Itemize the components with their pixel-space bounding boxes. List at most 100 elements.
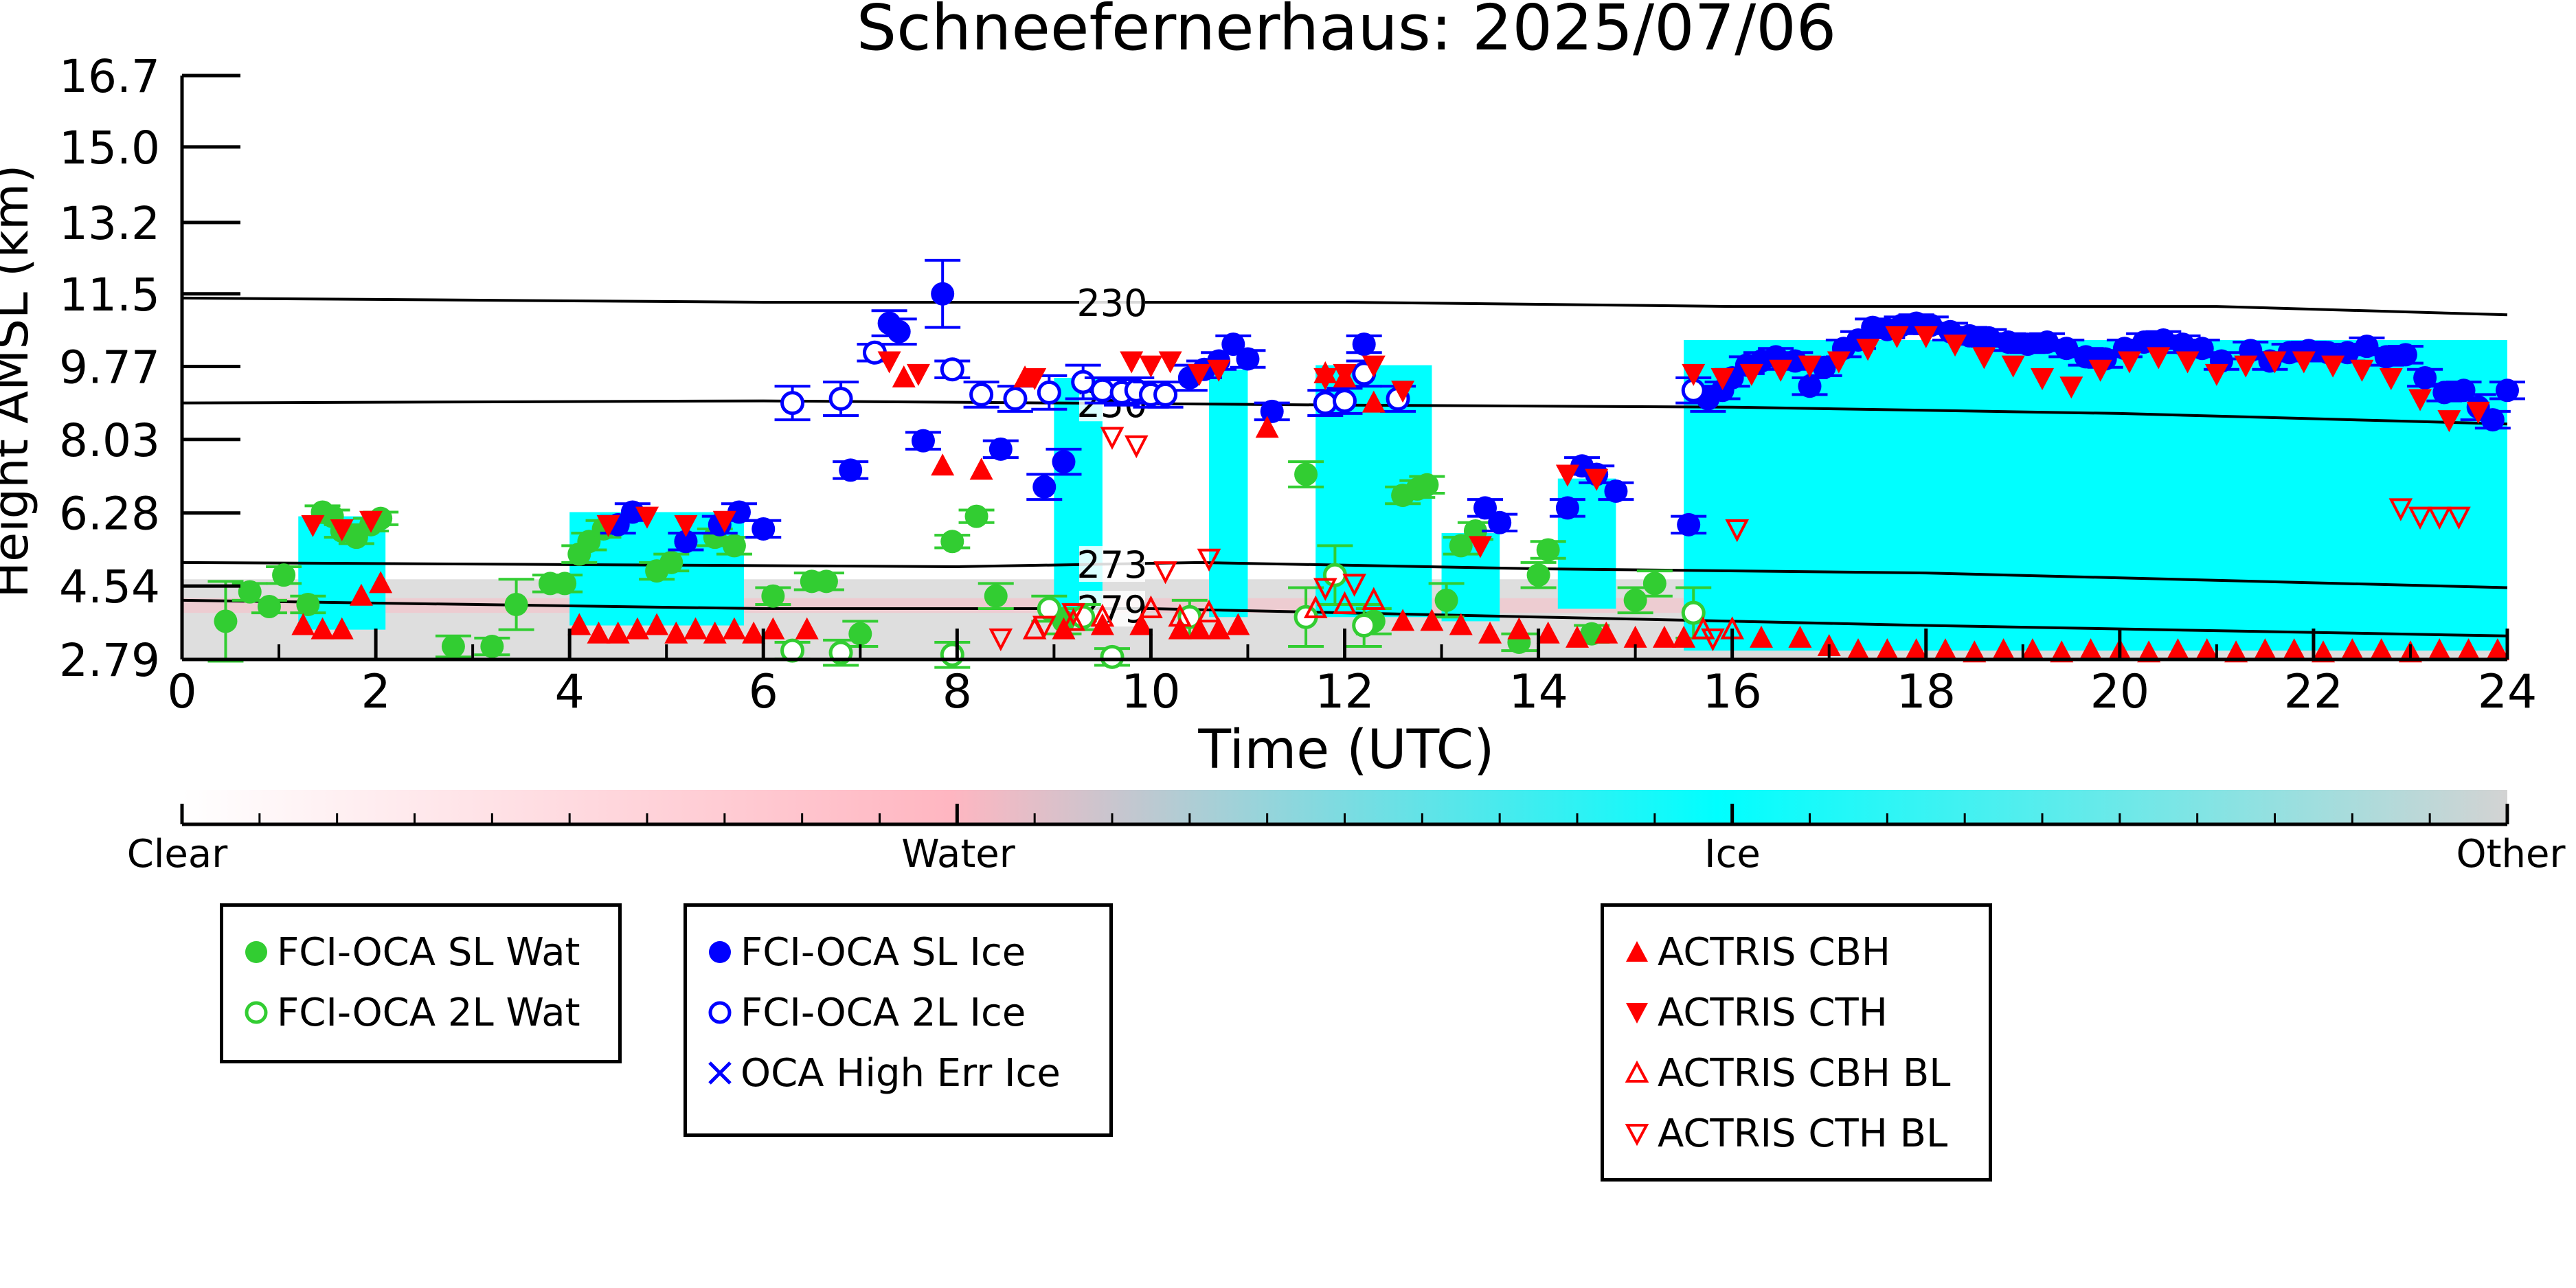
data-point (625, 617, 649, 640)
data-point (1071, 370, 1096, 394)
chart-title: Schneefernerhaus: 2025/07/06 (857, 0, 1837, 65)
data-point (1478, 621, 1502, 644)
data-point (301, 515, 325, 537)
data-point (1139, 595, 1163, 619)
y-tick-label: 16.7 (59, 50, 160, 103)
data-point (931, 282, 955, 306)
colorbar-label-water: Water (901, 832, 1016, 877)
x-tick-label: 0 (167, 665, 196, 719)
data-point (1294, 462, 1318, 486)
x-tick-label: 16 (1702, 665, 1762, 719)
x-tick-label: 24 (2478, 665, 2538, 719)
data-point (1100, 427, 1125, 450)
colorbar: Clear Water Ice Other (127, 790, 2566, 877)
isotherm-line (181, 296, 2508, 317)
data-point (1352, 332, 1376, 357)
open-circle-icon (236, 999, 277, 1026)
ice-cloud-region (1684, 339, 2507, 651)
data-point (1739, 363, 1763, 386)
data-point (1124, 435, 1149, 459)
data-point (214, 609, 238, 633)
data-point (1875, 638, 1899, 661)
data-point (2452, 379, 2476, 403)
y-tick-label: 6.28 (59, 488, 160, 541)
data-point (887, 319, 911, 343)
data-point (1023, 368, 1047, 390)
data-point (2020, 638, 2044, 661)
data-point (752, 517, 776, 541)
data-point (2427, 506, 2452, 530)
data-point (2171, 332, 2195, 357)
data-point (1391, 381, 1415, 403)
isotherm-label: 230 (1076, 282, 1147, 325)
data-point (1701, 628, 1725, 652)
data-point (1672, 625, 1696, 648)
data-point (2393, 343, 2417, 367)
data-point (1604, 479, 1628, 503)
data-point (1856, 339, 1880, 361)
data-point (674, 515, 698, 537)
data-point (1710, 368, 1735, 390)
data-point (2079, 638, 2103, 661)
data-point (795, 617, 819, 640)
data-point (1991, 638, 2015, 661)
legend-label: OCA High Err Ice (741, 1050, 1061, 1096)
data-point (877, 351, 901, 374)
data-point (1322, 563, 1347, 587)
data-point (567, 613, 591, 635)
data-point (1260, 399, 1284, 423)
data-point (2466, 401, 2490, 424)
data-point (2050, 640, 2074, 663)
data-point (2204, 363, 2228, 386)
data-point (1177, 605, 1202, 629)
x-tick-label: 10 (1121, 665, 1181, 719)
data-point (1120, 351, 1144, 374)
data-point (1037, 596, 1061, 621)
data-point (2147, 347, 2171, 370)
data-point (969, 382, 994, 407)
data-point (1207, 359, 1231, 382)
data-point (964, 504, 988, 528)
data-point (2151, 328, 2176, 352)
data-point (587, 621, 611, 644)
data-point (1342, 574, 1366, 597)
data-point (2340, 638, 2364, 661)
data-point (828, 387, 853, 411)
data-point (1555, 464, 1579, 487)
data-point (1904, 638, 1928, 661)
data-point (780, 391, 805, 416)
data-point (2055, 337, 2079, 361)
data-point (1168, 617, 1192, 640)
data-point (1749, 625, 1773, 648)
data-point (2388, 498, 2413, 521)
data-point (1362, 355, 1386, 378)
triangle-down-open-icon (1616, 1120, 1658, 1147)
data-point (2408, 506, 2432, 530)
data-point (848, 622, 872, 646)
x-tick-label: 12 (1315, 665, 1375, 719)
data-point (1090, 378, 1115, 403)
data-point (2437, 410, 2461, 433)
filled-circle-icon (236, 938, 277, 966)
data-point (359, 510, 383, 533)
legend-item: ACTRIS CBH BL (1616, 1043, 1989, 1103)
data-point (504, 592, 528, 616)
data-point (441, 635, 465, 659)
y-tick-label: 11.5 (59, 269, 160, 321)
x-tick-label: 4 (555, 665, 585, 719)
data-point (1153, 561, 1177, 585)
x-tick-label: 18 (1896, 665, 1956, 719)
data-point (1303, 595, 1328, 619)
filled-circle-icon (699, 938, 741, 966)
data-point (2234, 355, 2258, 378)
ice-cloud-region (1209, 369, 1248, 618)
data-point (1725, 519, 1750, 543)
data-point (1914, 326, 1938, 348)
data-point (2355, 335, 2379, 359)
data-point (761, 617, 785, 640)
data-point (257, 595, 281, 619)
legend-item: ACTRIS CTH BL (1616, 1103, 1989, 1164)
data-point (2166, 638, 2190, 661)
data-point (2485, 638, 2509, 661)
